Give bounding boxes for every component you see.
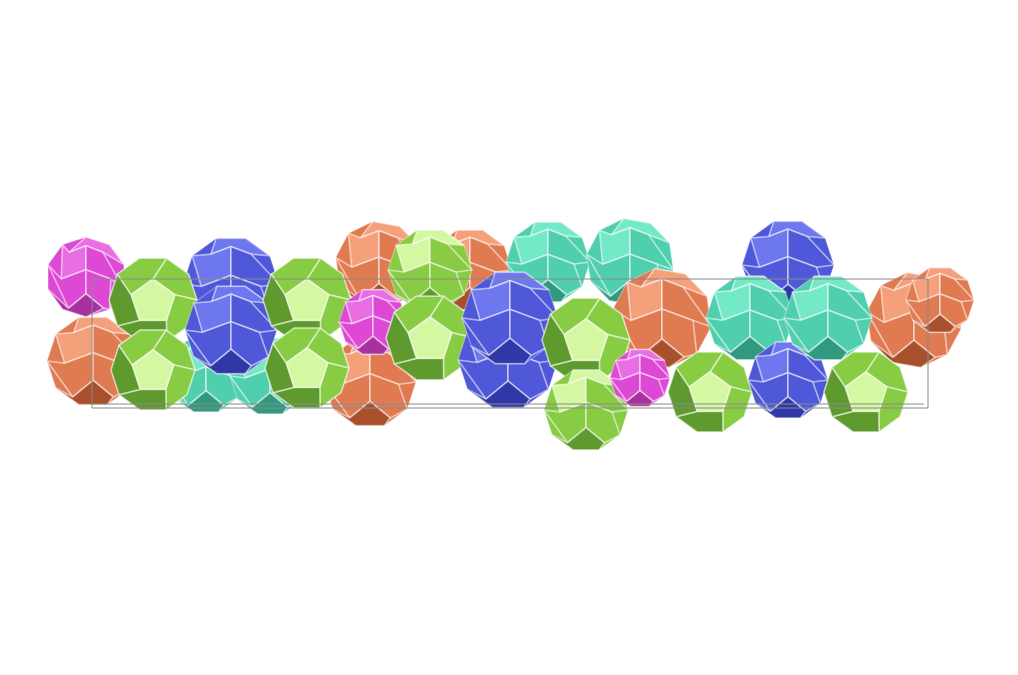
dodecahedron-upper-right-face [787,228,835,269]
dodecahedron-front-face [130,278,176,322]
dodecahedron-green [264,327,350,409]
dodecahedron-front-face [407,316,453,360]
unit-cell-outline [91,278,929,409]
dodecahedron-front-face [688,370,732,413]
dodecahedron-upper-right-face [585,376,629,413]
dodecahedron-upper-right-face [661,278,713,328]
dodecahedron-orange [905,266,975,334]
dodecahedron-upper-right-face [230,293,278,334]
dodecahedron-green [543,369,629,451]
dodecahedron-lower-right-face [787,371,822,413]
dodecahedron-front-face [844,370,888,413]
dodecahedron-orange [611,267,713,369]
dodecahedron-green [385,295,475,381]
dodecahedron-lower-right-face [429,261,465,304]
dodecahedron-magenta [609,348,671,408]
dodecahedron-upper-right-face [827,282,873,322]
dodecahedron-blue [461,271,559,365]
dodecahedron-bottom-face [193,348,252,375]
dodecahedron-upper-right-face [639,353,671,381]
dodecahedron-bottom-face [870,339,936,369]
dodecahedron-upper-right-face [469,236,513,273]
dodecahedron-upper-right-face [547,228,591,265]
dodecahedron-lower-right-face [230,320,270,367]
dodecahedron-blue [184,285,278,375]
dodecahedron-lower-right-face [369,372,409,419]
dodecahedron-upper-right-face [429,236,473,273]
dodecahedron-lower-right-face [939,293,969,328]
dodecahedron-green [541,297,631,383]
dodecahedron-lower-right-face [661,308,698,358]
dodecahedron-front-face [563,318,609,362]
dodecahedron-lower-right-face [547,253,583,296]
dodecahedron-magenta [47,236,125,318]
dodecahedron-bottom-face [236,391,289,415]
dodecahedron-upper-right-face [629,226,675,271]
dodecahedron-upper-right-face [939,272,975,303]
dodecahedron-front-face [131,348,175,391]
dodecahedron-bottom-face [551,426,606,451]
dodecahedron-upper-right-face [787,347,829,383]
dodecahedron-green [108,257,198,343]
dodecahedron-bottom-face [344,335,389,356]
dodecahedron-front-face [284,278,330,322]
dodecahedron-lower-right-face [827,309,865,354]
dodecahedron-green [823,351,909,433]
dodecahedron-bottom-face [331,400,392,427]
dodecahedron-blue [747,341,829,419]
dodecahedron-lower-right-face [639,371,666,403]
dodecahedron-bottom-face [54,379,114,406]
dodecahedron-bottom-face [614,389,655,408]
dodecahedron-lower-right-face [585,401,621,444]
dodecahedron-green [667,351,753,433]
dodecahedron-teal [783,275,873,361]
dodecahedron-front-face [285,346,329,389]
dodecahedron-green [110,329,196,411]
polyhedra-layer [46,217,975,451]
dodecahedron-lower-right-face [509,308,550,357]
dodecahedron-bottom-face [911,313,956,334]
dodecahedron-bottom-face [470,337,532,365]
